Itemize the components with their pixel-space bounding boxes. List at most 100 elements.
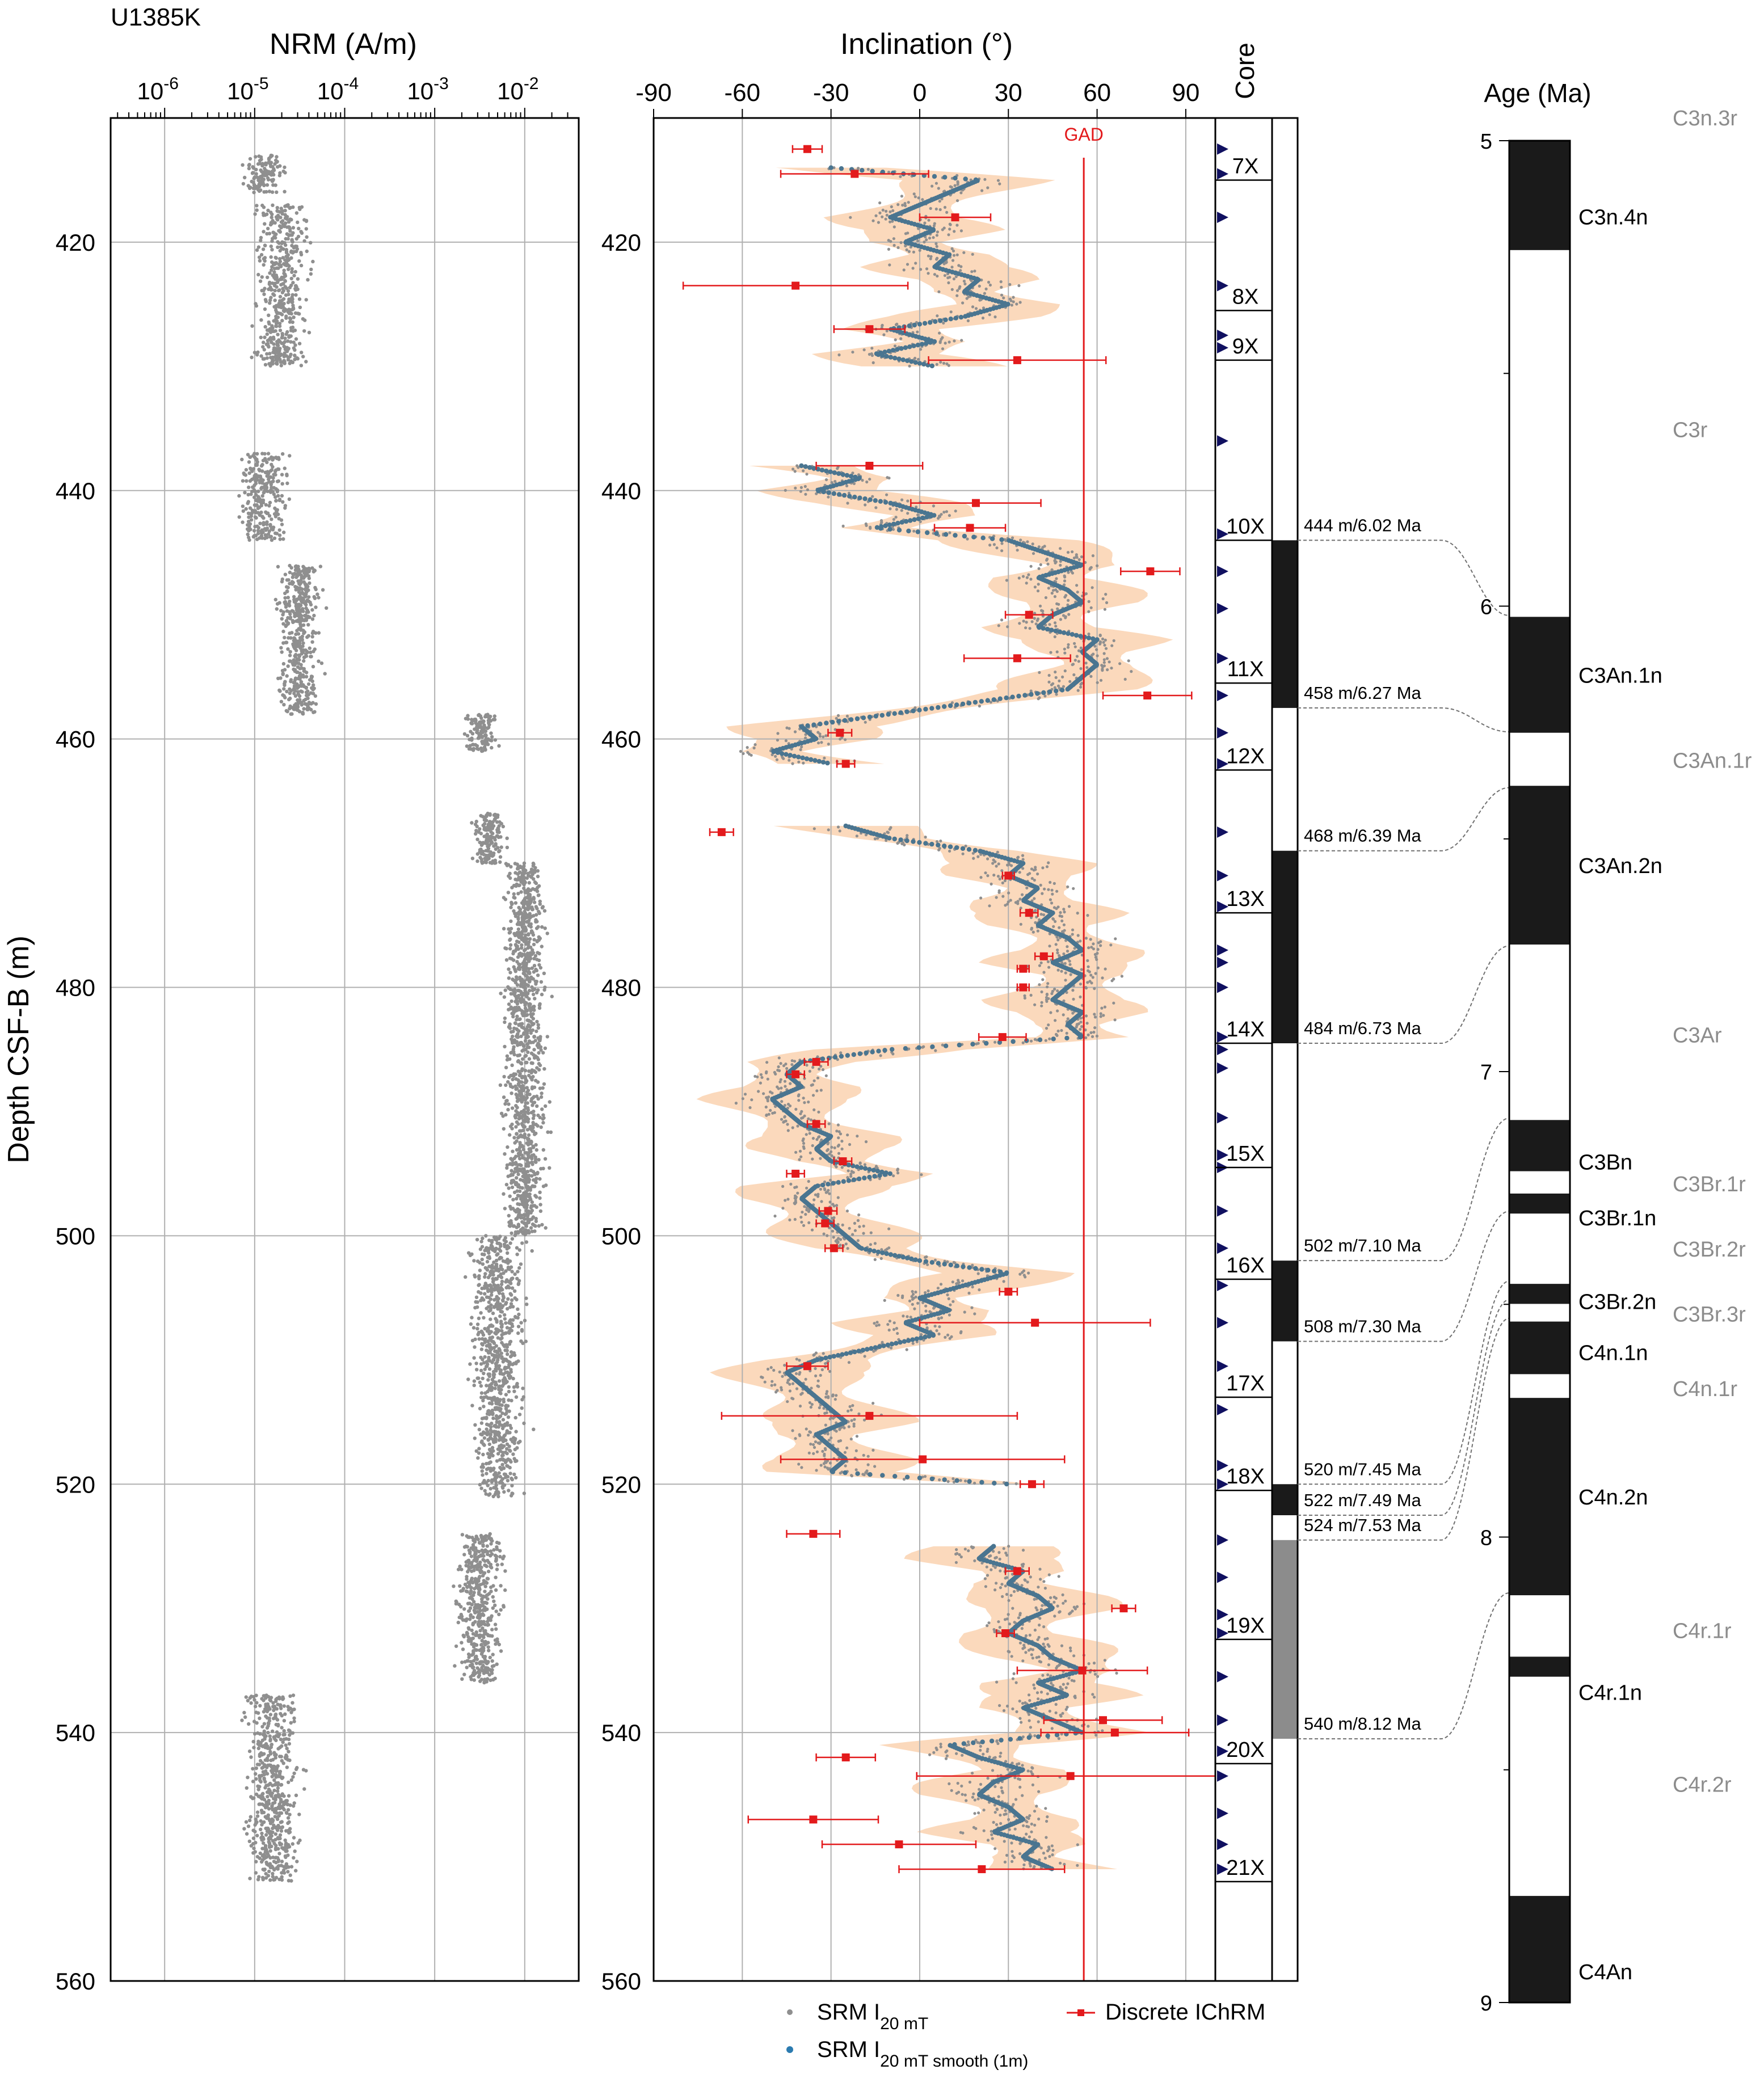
nrm-point — [512, 1472, 516, 1477]
nrm-point — [280, 334, 285, 338]
nrm-point — [536, 988, 540, 992]
nrm-point — [504, 1393, 508, 1397]
nrm-point — [254, 1871, 258, 1875]
nrm-point — [268, 1878, 272, 1882]
nrm-point — [511, 1452, 515, 1456]
nrm-point — [274, 1856, 278, 1860]
nrm-point — [286, 289, 291, 293]
nrm-point — [283, 204, 287, 208]
nrm-point — [533, 866, 537, 870]
nrm-point — [465, 1659, 470, 1663]
nrm-point — [491, 1606, 495, 1610]
nrm-point — [283, 279, 287, 283]
nrm-point — [540, 1223, 544, 1227]
nrm-point — [481, 1582, 485, 1586]
nrm-point — [479, 1465, 483, 1469]
nrm-point — [540, 1107, 544, 1111]
nrm-point — [254, 155, 258, 159]
nrm-point — [282, 1704, 286, 1708]
nrm-point — [258, 1778, 262, 1782]
nrm-point — [268, 1734, 272, 1738]
nrm-point — [487, 1343, 491, 1348]
nrm-point — [288, 320, 292, 324]
nrm-point — [508, 1431, 512, 1435]
nrm-point — [286, 339, 290, 343]
nrm-point — [479, 1329, 483, 1333]
nrm-point — [499, 1256, 503, 1260]
nrm-point — [279, 360, 283, 364]
nrm-point — [531, 1222, 535, 1226]
nrm-point — [488, 1655, 492, 1659]
nrm-point — [302, 614, 307, 618]
nrm-point — [285, 1845, 289, 1849]
nrm-point — [483, 815, 487, 819]
nrm-point — [306, 689, 310, 693]
nrm-point — [259, 1759, 263, 1763]
nrm-point — [283, 596, 287, 600]
nrm-point — [240, 1718, 244, 1722]
nrm-point — [457, 1603, 461, 1607]
nrm-point — [249, 455, 252, 459]
nrm-point — [280, 319, 284, 323]
nrm-point — [299, 689, 303, 693]
inclination-tick-label: -90 — [635, 79, 672, 107]
nrm-point — [274, 499, 278, 503]
nrm-point — [296, 703, 300, 707]
nrm-point — [535, 890, 540, 893]
nrm-point — [262, 340, 266, 344]
nrm-point — [291, 281, 295, 285]
nrm-point — [262, 522, 266, 527]
nrm-point — [497, 849, 501, 854]
nrm-point — [534, 905, 538, 909]
nrm-point — [477, 1616, 481, 1620]
nrm-point — [262, 1710, 266, 1714]
nrm-point — [279, 518, 284, 522]
nrm-point — [523, 1006, 528, 1010]
nrm-point — [492, 1288, 496, 1292]
nrm-point — [248, 157, 252, 161]
nrm-point — [517, 1114, 521, 1118]
nrm-point — [289, 1710, 293, 1714]
nrm-point — [298, 305, 302, 309]
nrm-point — [300, 351, 304, 355]
nrm-point — [510, 1158, 515, 1162]
nrm-point — [255, 457, 259, 462]
nrm-point — [519, 1215, 523, 1220]
nrm-point — [290, 609, 294, 613]
nrm-point — [250, 477, 254, 482]
nrm-point — [523, 1096, 528, 1100]
nrm-point — [491, 1416, 495, 1420]
nrm-point — [466, 1635, 470, 1639]
nrm-point — [529, 1169, 533, 1173]
nrm-point — [292, 636, 296, 640]
nrm-point — [483, 841, 487, 845]
nrm-point — [499, 835, 503, 839]
nrm-point — [487, 1649, 491, 1653]
nrm-point — [500, 1436, 504, 1440]
nrm-point — [288, 696, 292, 701]
nrm-point — [256, 495, 260, 499]
nrm-point — [483, 1272, 487, 1276]
nrm-point — [489, 1317, 492, 1321]
nrm-point — [251, 1767, 255, 1771]
nrm-point — [506, 1251, 510, 1255]
nrm-point — [260, 498, 264, 502]
nrm-point — [543, 1157, 548, 1161]
nrm-point — [273, 1713, 277, 1717]
nrm-point — [492, 1548, 496, 1552]
nrm-point — [516, 1307, 520, 1311]
nrm-point — [508, 947, 512, 951]
nrm-point — [544, 1104, 548, 1108]
inclination-raw-point — [900, 195, 903, 198]
nrm-point — [243, 473, 248, 477]
inclination-raw-point — [934, 182, 938, 185]
nrm-point — [240, 457, 244, 462]
nrm-point — [256, 1878, 260, 1882]
nrm-point — [287, 1865, 291, 1869]
nrm-point — [478, 1483, 482, 1487]
nrm-point — [495, 1540, 499, 1545]
nrm-point — [292, 315, 296, 319]
nrm-point — [277, 322, 282, 326]
inclination-raw-point — [950, 186, 953, 189]
nrm-point — [492, 861, 497, 865]
